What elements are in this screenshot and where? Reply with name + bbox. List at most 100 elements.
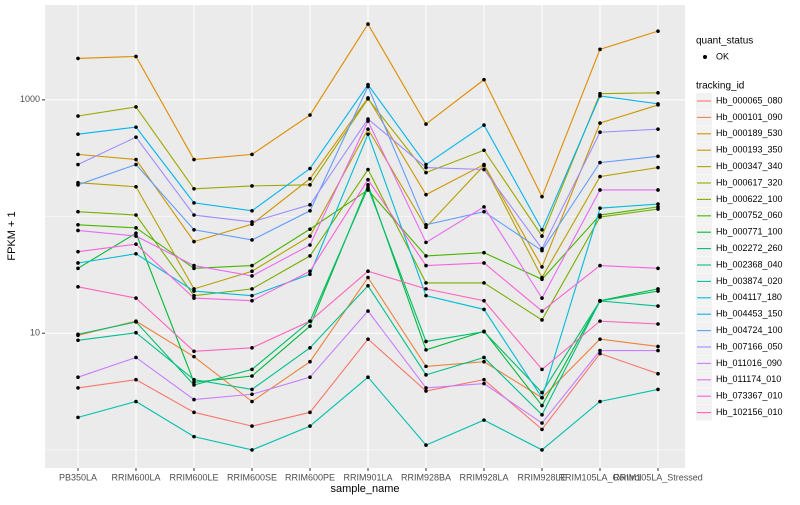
legend-text: Hb_004453_150 [716, 309, 783, 319]
data-point [134, 251, 138, 256]
data-point [76, 415, 80, 420]
data-point [308, 176, 312, 181]
data-point [134, 296, 138, 300]
data-point [540, 403, 544, 408]
y-tick-label: 10 [30, 328, 40, 338]
data-point [308, 324, 312, 328]
data-point [250, 399, 254, 404]
data-point [366, 309, 370, 313]
data-point [424, 240, 428, 245]
data-point [308, 203, 312, 207]
x-tick-label: RRIM105LA_Stressed [613, 472, 703, 482]
data-point [656, 371, 660, 376]
data-point [424, 192, 428, 197]
data-point [76, 209, 80, 214]
data-point [482, 163, 486, 168]
data-point [482, 209, 486, 214]
data-point [482, 281, 486, 285]
data-point [250, 448, 254, 452]
data-point [482, 381, 486, 386]
data-point [598, 47, 602, 52]
data-point [482, 77, 486, 82]
data-point [424, 386, 428, 390]
legend-text: Hb_003874_020 [716, 276, 783, 286]
data-point [598, 351, 602, 356]
legend-title: tracking_id [696, 81, 744, 92]
legend-text: Hb_004117_180 [716, 292, 782, 302]
data-point [308, 227, 312, 231]
data-point [424, 170, 428, 175]
data-point [134, 105, 138, 109]
data-point [250, 238, 254, 242]
legend-text: Hb_000617_320 [716, 177, 783, 187]
data-point [482, 298, 486, 303]
data-point [424, 263, 428, 268]
data-point [366, 84, 370, 89]
data-point [250, 209, 254, 213]
data-point [308, 375, 312, 379]
data-point [250, 298, 254, 303]
data-point [424, 389, 428, 393]
data-point [250, 374, 254, 378]
data-point [482, 355, 486, 360]
data-point [482, 167, 486, 172]
data-point [540, 448, 544, 452]
data-point [308, 319, 312, 323]
x-tick-label: RRIM928BA [401, 472, 451, 482]
data-point [192, 227, 196, 232]
data-point [424, 287, 428, 291]
data-point [134, 320, 138, 324]
data-point [540, 234, 544, 238]
data-point [482, 377, 486, 382]
data-point [308, 254, 312, 258]
data-point [656, 266, 660, 271]
x-tick-label: PB350LA [59, 472, 97, 482]
data-point [76, 152, 80, 157]
data-point [76, 249, 80, 254]
data-point [134, 135, 138, 139]
data-point [482, 329, 486, 334]
data-point [424, 162, 428, 167]
data-point [366, 275, 370, 280]
x-tick-label: RRIM901LA [343, 472, 392, 482]
data-point [366, 97, 370, 101]
data-point [424, 293, 428, 298]
data-point [250, 184, 254, 188]
data-point [366, 127, 370, 131]
x-tick-label: RRIM928LA [459, 472, 508, 482]
data-point [250, 293, 254, 298]
data-point [424, 222, 428, 227]
data-point [482, 307, 486, 312]
data-point [308, 209, 312, 213]
x-tick-label: RRIM600LE [169, 472, 218, 482]
data-point [366, 177, 370, 182]
data-point [656, 127, 660, 131]
data-point [656, 205, 660, 209]
data-point [424, 373, 428, 377]
data-point [366, 183, 370, 187]
data-point [308, 243, 312, 247]
x-tick-label: RRIM600LA [111, 472, 160, 482]
legend-text: Hb_002272_260 [716, 243, 783, 253]
data-point [540, 246, 544, 251]
legend-text: Hb_000347_340 [716, 161, 783, 171]
data-point [308, 183, 312, 187]
data-point [192, 380, 196, 385]
data-point [540, 412, 544, 417]
data-point [134, 234, 138, 238]
data-point [598, 299, 602, 303]
data-point [134, 54, 138, 59]
data-point [366, 283, 370, 288]
data-point [192, 239, 196, 244]
data-point [76, 266, 80, 271]
data-point [250, 367, 254, 372]
data-point [598, 121, 602, 125]
data-point [250, 152, 254, 157]
legend-text: Hb_073367_010 [716, 391, 783, 401]
legend-text: Hb_000065_080 [716, 95, 783, 105]
data-point [250, 274, 254, 278]
data-point [656, 304, 660, 308]
data-point [192, 213, 196, 217]
data-point [366, 132, 370, 136]
